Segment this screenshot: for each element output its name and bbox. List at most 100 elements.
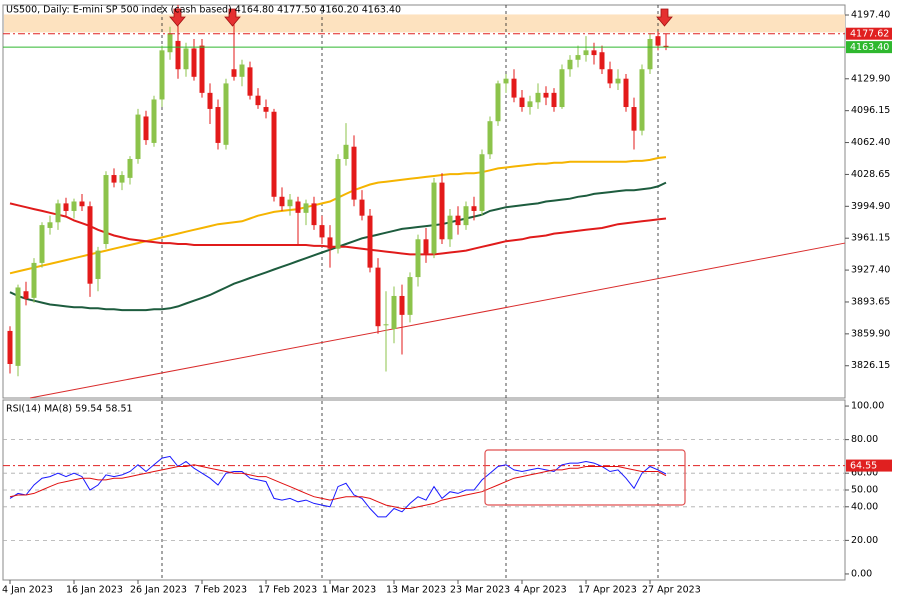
candle-body xyxy=(391,295,397,330)
candle-body xyxy=(63,203,69,211)
candle-body xyxy=(15,287,21,366)
candle-body xyxy=(167,33,173,53)
candle-body xyxy=(535,92,541,103)
y-tick-label: 3826.15 xyxy=(851,360,890,371)
candle-body xyxy=(111,175,117,183)
candle-body xyxy=(599,52,605,70)
candle-body xyxy=(399,295,405,315)
candle-body xyxy=(343,144,349,159)
candle-body xyxy=(183,48,189,70)
candle-body xyxy=(631,107,637,131)
candle-body xyxy=(39,225,45,263)
candle-body xyxy=(103,175,109,245)
rsi-line xyxy=(9,464,667,509)
candle-body xyxy=(79,201,85,207)
x-tick-label: 26 Jan 2023 xyxy=(130,585,187,596)
x-tick-label: 23 Mar 2023 xyxy=(450,585,510,596)
candle-body xyxy=(567,59,573,70)
candle-body xyxy=(279,196,285,207)
candle-body xyxy=(135,114,141,159)
candle-body xyxy=(519,97,525,108)
candle-body xyxy=(367,215,373,268)
down-arrow xyxy=(169,8,186,27)
level-label: 4177.62 xyxy=(850,29,889,40)
candle-body xyxy=(311,203,317,226)
candle-body xyxy=(615,78,621,84)
y-tick-label: 4197.40 xyxy=(851,10,890,21)
candle-body xyxy=(223,83,229,145)
x-tick-label: 17 Feb 2023 xyxy=(258,585,317,596)
candle-body xyxy=(31,262,37,298)
x-tick-label: 7 Feb 2023 xyxy=(194,585,247,596)
x-tick-label: 17 Apr 2023 xyxy=(578,585,637,596)
candle-body xyxy=(479,154,485,211)
candle-body xyxy=(463,206,469,226)
candle-body xyxy=(247,67,253,96)
candle-body xyxy=(71,201,77,211)
candle-body xyxy=(207,92,213,109)
candle-body xyxy=(663,45,669,48)
y-tick-label: 3893.65 xyxy=(851,296,890,307)
x-tick-label: 4 Jan 2023 xyxy=(2,585,53,596)
y-tick-label: 4129.90 xyxy=(851,73,890,84)
candle-body xyxy=(327,237,333,249)
candle-body xyxy=(415,239,421,278)
candle-body xyxy=(191,48,197,77)
y-tick-label: 40.00 xyxy=(851,501,878,512)
candle-body xyxy=(655,36,661,46)
candle-body xyxy=(503,78,509,84)
candle-body xyxy=(47,222,53,228)
candle-body xyxy=(175,40,181,70)
candle-body xyxy=(407,277,413,315)
candle-body xyxy=(591,50,597,56)
candle-body xyxy=(287,199,293,207)
level-label-box xyxy=(846,27,892,40)
candle-body xyxy=(487,121,493,155)
highlight-box xyxy=(484,449,686,506)
rsi-line xyxy=(9,455,667,518)
candle-body xyxy=(575,55,581,60)
level-label: 64.55 xyxy=(850,461,877,472)
candle-body xyxy=(319,225,325,238)
down-arrow xyxy=(656,8,673,27)
candle-body xyxy=(295,201,301,213)
candle-body xyxy=(639,69,645,131)
y-tick-label: 20.00 xyxy=(851,535,878,546)
candle-body xyxy=(543,92,549,98)
y-tick-label: 3994.90 xyxy=(851,201,890,212)
y-tick-label: 4096.15 xyxy=(851,105,890,116)
candle-body xyxy=(23,291,29,299)
candle-body xyxy=(607,69,613,84)
chart-title: US500, Daily: E-mini SP 500 index (cash … xyxy=(6,5,401,16)
candle-body xyxy=(447,215,453,240)
candle-body xyxy=(383,324,389,326)
x-tick-label: 4 Apr 2023 xyxy=(514,585,567,596)
candle-body xyxy=(119,175,125,183)
candle-body xyxy=(359,199,365,216)
candle-body xyxy=(511,78,517,98)
candle-body xyxy=(375,267,381,327)
x-tick-label: 13 Mar 2023 xyxy=(386,585,446,596)
y-tick-label: 3927.40 xyxy=(851,265,890,276)
y-tick-label: 0.00 xyxy=(851,568,872,579)
candle-body xyxy=(583,50,589,56)
candle-body xyxy=(471,206,477,211)
level-label-box xyxy=(846,41,892,54)
candle-body xyxy=(439,182,445,240)
candle-body xyxy=(7,330,13,364)
candle-body xyxy=(455,215,461,226)
arrows xyxy=(169,8,673,27)
candle-body xyxy=(271,111,277,197)
candle-body xyxy=(263,107,269,112)
level-label-box xyxy=(846,459,892,472)
down-arrow xyxy=(224,8,241,27)
rsi-panel xyxy=(2,399,846,581)
candle-body xyxy=(431,182,437,254)
candle-body xyxy=(623,78,629,108)
candle-body xyxy=(151,99,157,143)
candle-body xyxy=(647,39,653,70)
rsi-title: RSI(14) MA(8) 59.54 58.51 xyxy=(6,404,133,415)
y-tick-label: 100.00 xyxy=(851,401,884,412)
candle-body xyxy=(143,116,149,141)
